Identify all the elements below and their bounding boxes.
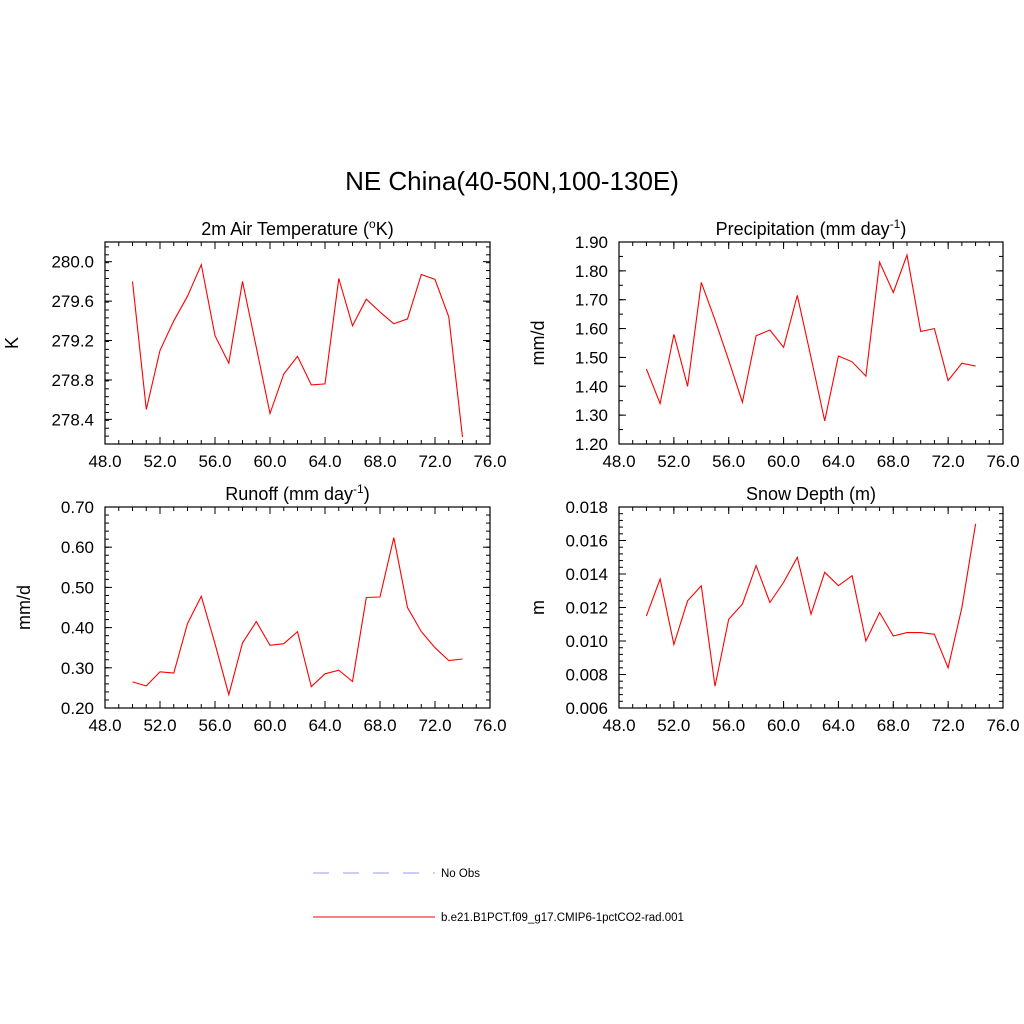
x-tick-label: 76.0 [473,452,506,471]
y-tick-label: 0.50 [61,578,94,597]
x-tick-label: 48.0 [602,452,635,471]
plot-frame [618,506,1004,709]
y-tick-label: 1.30 [575,406,608,425]
y-axis-label: K [2,337,22,349]
x-tick-label: 72.0 [418,716,451,735]
y-tick-label: 1.20 [575,435,608,454]
series-line [132,537,463,697]
panel-title: Snow Depth (m) [746,484,876,504]
x-tick-label: 76.0 [986,716,1019,735]
legend-label: No Obs [441,868,480,880]
panel-title: Precipitation (mm day-1) [716,217,907,239]
y-tick-label: 1.80 [575,262,608,281]
y-tick-label: 1.70 [575,291,608,310]
x-tick-label: 72.0 [418,452,451,471]
x-tick-label: 60.0 [767,452,800,471]
panel-title: 2m Air Temperature (oK) [201,217,393,239]
y-tick-label: 0.20 [61,699,94,718]
x-tick-label: 48.0 [602,716,635,735]
x-tick-label: 76.0 [986,452,1019,471]
x-tick-label: 48.0 [88,716,121,735]
series-line [131,262,464,438]
x-tick-label: 76.0 [473,716,506,735]
x-tick-label: 52.0 [657,452,690,471]
panel-title: Runoff (mm day-1) [225,482,369,504]
y-tick-label: 0.006 [565,699,608,718]
y-axis-label: mm/d [14,585,34,630]
series-line [645,252,976,422]
legend: No Obs b.e21.B1PCT.f09_g17.CMIP6-1pctCO2-… [313,868,684,924]
y-axis-label: m [528,600,548,615]
y-tick-label: 0.30 [61,659,94,678]
y-tick-label: 1.40 [575,377,608,396]
x-tick-label: 48.0 [88,452,121,471]
y-tick-label: 0.40 [61,619,94,638]
y-tick-label: 279.6 [51,292,94,311]
x-tick-label: 52.0 [143,452,176,471]
y-tick-label: 0.016 [565,532,608,551]
x-tick-label: 64.0 [308,452,341,471]
x-tick-label: 56.0 [198,452,231,471]
plot-frame [104,506,491,709]
y-tick-label: 280.0 [51,253,94,272]
x-tick-label: 72.0 [932,716,965,735]
x-tick-label: 64.0 [822,716,855,735]
y-tick-label: 0.010 [565,632,608,651]
x-tick-label: 68.0 [877,452,910,471]
x-tick-label: 56.0 [712,716,745,735]
x-tick-label: 64.0 [308,716,341,735]
x-tick-label: 72.0 [932,452,965,471]
y-tick-label: 1.50 [575,348,608,367]
snow-depth-panel: 48.0 52.0 56.0 60.0 64.0 68.0 72.0 76.0 0.006 0.0… [528,484,1020,735]
x-tick-label: 64.0 [822,452,855,471]
y-tick-label: 1.90 [575,233,608,252]
x-tick-label: 60.0 [253,452,286,471]
y-tick-label: 278.8 [51,371,94,390]
runoff-panel: 48.0 52.0 56.0 60.0 64.0 68.0 72.0 76.0 0.20 0.30… [14,482,507,735]
x-tick-label: 52.0 [657,716,690,735]
x-tick-label: 68.0 [363,452,396,471]
x-tick-label: 68.0 [363,716,396,735]
legend-label: b.e21.B1PCT.f09_g17.CMIP6-1pctCO2-rad.00… [441,912,684,924]
y-tick-label: 0.018 [565,498,608,517]
y-tick-label: 0.014 [565,565,608,584]
temperature-panel: 48.0 52.0 56.0 60.0 64.0 68.0 72.0 76.0 278.4 278… [2,217,507,471]
y-tick-label: 0.012 [565,599,608,618]
precipitation-panel: 48.0 52.0 56.0 60.0 64.0 68.0 72.0 76.0 1.20 1.30… [528,217,1020,471]
x-tick-label: 56.0 [712,452,745,471]
x-tick-label: 60.0 [253,716,286,735]
x-tick-label: 56.0 [198,716,231,735]
plot-frame [104,241,491,445]
y-tick-label: 0.70 [61,498,94,517]
series-line [645,523,977,687]
x-tick-label: 60.0 [767,716,800,735]
x-tick-label: 68.0 [877,716,910,735]
figure-title: NE China(40-50N,100-130E) [345,166,679,196]
x-tick-label: 52.0 [143,716,176,735]
y-tick-label: 278.4 [51,410,94,429]
y-tick-label: 0.008 [565,666,608,685]
y-tick-label: 1.60 [575,320,608,339]
y-axis-label: mm/d [528,321,548,366]
y-tick-label: 0.60 [61,538,94,557]
y-tick-label: 279.2 [51,332,94,351]
